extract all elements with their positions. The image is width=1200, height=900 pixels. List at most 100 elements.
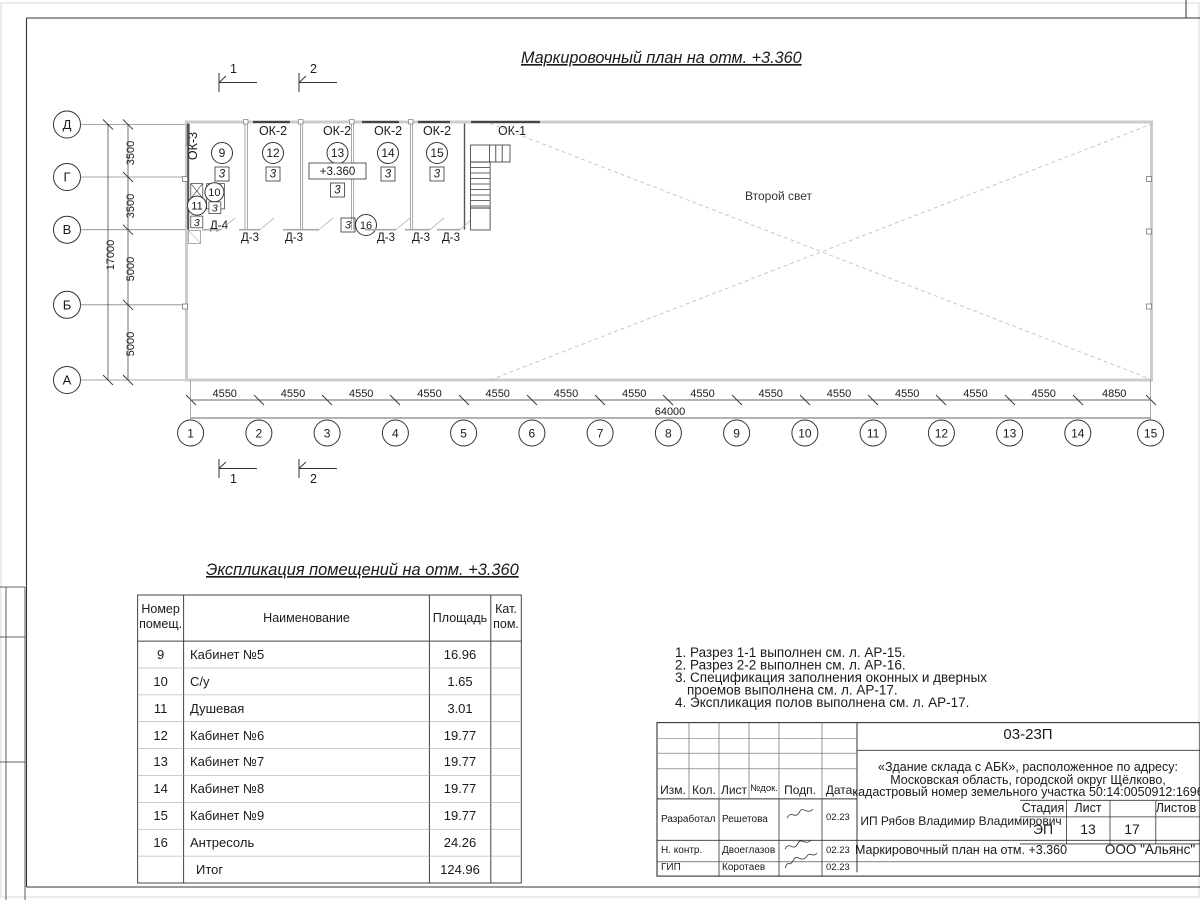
svg-text:4550: 4550 [758, 388, 782, 400]
svg-text:3500: 3500 [125, 194, 137, 218]
svg-text:Площадь: Площадь [433, 611, 487, 625]
svg-text:3: 3 [345, 220, 352, 232]
svg-text:ОК-2: ОК-2 [374, 124, 402, 138]
svg-text:15: 15 [430, 146, 444, 160]
svg-text:03-23П: 03-23П [1003, 726, 1052, 743]
svg-text:3.01: 3.01 [447, 701, 472, 716]
svg-text:13: 13 [1080, 821, 1096, 837]
svg-text:3: 3 [334, 185, 341, 197]
svg-text:Кат.: Кат. [495, 602, 517, 616]
svg-text:24.26: 24.26 [444, 835, 477, 850]
svg-text:1: 1 [230, 472, 237, 486]
svg-text:Д-3: Д-3 [241, 232, 259, 244]
svg-text:19.77: 19.77 [444, 781, 477, 796]
svg-text:9: 9 [219, 146, 226, 160]
svg-text:1: 1 [187, 427, 194, 441]
svg-text:4550: 4550 [417, 388, 441, 400]
svg-text:4: 4 [392, 427, 399, 441]
svg-text:ОК-2: ОК-2 [323, 124, 351, 138]
svg-text:ОК-1: ОК-1 [498, 124, 526, 138]
svg-text:В: В [63, 222, 72, 237]
svg-text:Б: Б [63, 297, 72, 312]
svg-text:Д: Д [63, 117, 72, 132]
svg-text:12: 12 [266, 146, 280, 160]
svg-text:10: 10 [208, 187, 220, 199]
svg-text:пом.: пом. [493, 617, 519, 631]
svg-text:3: 3 [385, 169, 392, 181]
svg-text:Маркировочный план на отм. +3.: Маркировочный план на отм. +3.360 [521, 49, 802, 67]
svg-text:5000: 5000 [125, 257, 137, 281]
svg-text:11: 11 [867, 427, 880, 441]
svg-text:Лист: Лист [721, 783, 748, 797]
svg-text:10: 10 [798, 427, 812, 441]
svg-text:11: 11 [191, 200, 202, 212]
svg-text:А: А [63, 373, 72, 388]
svg-text:9: 9 [733, 427, 740, 441]
svg-text:3: 3 [212, 203, 218, 215]
svg-text:3: 3 [219, 169, 226, 181]
svg-text:3: 3 [194, 217, 200, 229]
svg-text:1: 1 [230, 62, 237, 76]
svg-text:19.77: 19.77 [444, 728, 477, 743]
svg-text:С/у: С/у [190, 674, 210, 689]
svg-text:ООО "Альянс": ООО "Альянс" [1105, 842, 1195, 857]
svg-text:4550: 4550 [281, 388, 305, 400]
svg-text:4550: 4550 [485, 388, 509, 400]
svg-text:Второй свет: Второй свет [745, 189, 813, 203]
svg-text:4550: 4550 [827, 388, 851, 400]
svg-text:Дата: Дата [826, 783, 853, 797]
svg-text:3: 3 [324, 427, 331, 441]
svg-text:Кабинет №8: Кабинет №8 [190, 781, 264, 796]
svg-text:15: 15 [153, 808, 167, 823]
svg-text:02.23: 02.23 [826, 812, 850, 823]
svg-text:4550: 4550 [622, 388, 646, 400]
svg-text:7: 7 [597, 427, 604, 441]
svg-text:1.65: 1.65 [447, 674, 472, 689]
svg-text:9: 9 [157, 647, 164, 662]
svg-text:2: 2 [310, 472, 317, 486]
svg-text:124.96: 124.96 [440, 862, 480, 877]
svg-text:ОК-2: ОК-2 [259, 124, 287, 138]
svg-text:2: 2 [310, 62, 317, 76]
svg-text:«Здание склада с АБК», располо: «Здание склада с АБК», расположенное по … [878, 760, 1178, 774]
svg-text:12: 12 [935, 427, 949, 441]
svg-text:13: 13 [331, 146, 345, 160]
svg-text:Кабинет №5: Кабинет №5 [190, 647, 264, 662]
svg-text:Д-3: Д-3 [377, 232, 395, 244]
svg-text:2: 2 [256, 427, 263, 441]
svg-text:4. Экспликация полов выполнена: 4. Экспликация полов выполнена см. л. АР… [675, 695, 969, 710]
svg-text:Д-3: Д-3 [412, 232, 430, 244]
svg-text:Коротаев: Коротаев [722, 862, 765, 873]
svg-text:ЭП: ЭП [1033, 821, 1053, 837]
svg-text:5: 5 [460, 427, 467, 441]
svg-text:3: 3 [270, 169, 277, 181]
svg-text:Стадия: Стадия [1022, 801, 1065, 815]
svg-text:4550: 4550 [349, 388, 373, 400]
svg-text:Кабинет №7: Кабинет №7 [190, 754, 264, 769]
svg-text:16: 16 [153, 835, 167, 850]
svg-text:13: 13 [1003, 427, 1017, 441]
svg-text:14: 14 [381, 146, 395, 160]
svg-text:Изм.: Изм. [660, 783, 686, 797]
svg-text:+3.360: +3.360 [320, 166, 356, 178]
svg-text:17000: 17000 [105, 240, 117, 271]
svg-text:6: 6 [529, 427, 536, 441]
svg-text:помещ.: помещ. [139, 617, 182, 631]
svg-text:10: 10 [153, 674, 167, 689]
svg-text:Подп.: Подп. [784, 783, 816, 797]
svg-text:Экспликация помещений на отм.: Экспликация помещений на отм. +3.360 [206, 561, 519, 579]
svg-text:ИП Рябов Владимир Владимирович: ИП Рябов Владимир Владимирович [860, 814, 1061, 828]
svg-text:3500: 3500 [125, 141, 137, 165]
svg-text:17: 17 [1124, 821, 1140, 837]
svg-text:№док.: №док. [750, 783, 778, 794]
svg-text:Разработал: Разработал [661, 813, 716, 825]
svg-text:8: 8 [665, 427, 672, 441]
svg-text:13: 13 [153, 754, 167, 769]
svg-text:Антресоль: Антресоль [190, 835, 254, 850]
svg-text:3: 3 [434, 169, 441, 181]
svg-text:5000: 5000 [125, 332, 137, 356]
svg-text:Кабинет №6: Кабинет №6 [190, 728, 264, 743]
svg-text:Маркировочный план на отм. +3.: Маркировочный план на отм. +3.360 [855, 843, 1067, 857]
svg-text:Лист: Лист [1074, 801, 1101, 815]
svg-text:Решетова: Решетова [722, 814, 768, 825]
